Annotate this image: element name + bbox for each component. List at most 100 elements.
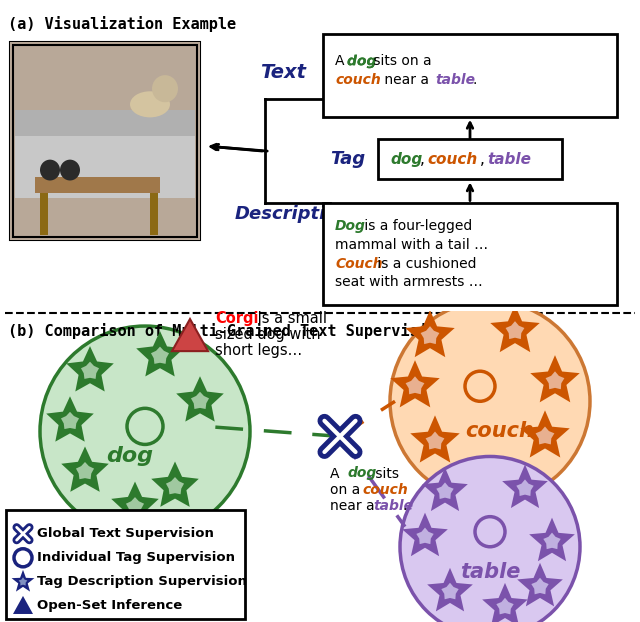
Polygon shape (166, 477, 184, 494)
FancyBboxPatch shape (378, 139, 562, 180)
Polygon shape (76, 462, 94, 479)
Polygon shape (405, 310, 455, 357)
Polygon shape (482, 583, 528, 622)
Circle shape (14, 549, 32, 567)
Polygon shape (61, 412, 79, 429)
Text: Text: Text (260, 63, 306, 82)
Polygon shape (422, 468, 468, 511)
Text: (b) Comparison of Multi-Grained Text Supervision: (b) Comparison of Multi-Grained Text Sup… (8, 323, 446, 339)
Text: sits on a: sits on a (369, 54, 431, 68)
Polygon shape (410, 415, 460, 463)
Text: is a four-legged: is a four-legged (360, 219, 472, 233)
Polygon shape (417, 527, 434, 544)
Bar (35, 177, 160, 193)
Circle shape (390, 301, 590, 501)
Polygon shape (420, 326, 440, 344)
Text: table: table (487, 152, 531, 167)
Polygon shape (436, 483, 454, 499)
Circle shape (465, 371, 495, 401)
Polygon shape (61, 447, 109, 492)
Text: Couch: Couch (335, 257, 383, 271)
Text: couch: couch (465, 421, 534, 442)
Polygon shape (406, 376, 424, 394)
Circle shape (40, 160, 60, 180)
FancyBboxPatch shape (323, 203, 617, 305)
Polygon shape (497, 598, 514, 615)
Circle shape (400, 457, 580, 622)
Polygon shape (111, 481, 159, 527)
Text: Dog: Dog (335, 219, 366, 233)
Text: A: A (335, 54, 349, 68)
Text: near a: near a (380, 73, 433, 87)
Polygon shape (12, 570, 35, 592)
Circle shape (60, 160, 80, 180)
Bar (40, 188, 48, 234)
Polygon shape (517, 563, 563, 606)
Polygon shape (427, 568, 473, 611)
FancyBboxPatch shape (10, 42, 200, 240)
Text: Corgi: Corgi (215, 311, 259, 326)
Text: Tag: Tag (330, 149, 365, 167)
Circle shape (40, 326, 250, 537)
Text: mammal with a tail …: mammal with a tail … (335, 238, 488, 252)
Text: ,: , (480, 152, 485, 167)
Text: short legs…: short legs… (215, 343, 302, 358)
Bar (15, 125, 195, 198)
Polygon shape (46, 396, 94, 442)
Polygon shape (520, 411, 570, 458)
Text: sits: sits (371, 466, 399, 481)
Text: Description: Description (235, 205, 351, 223)
Polygon shape (490, 305, 540, 352)
Text: on a: on a (330, 483, 365, 496)
Polygon shape (543, 532, 561, 549)
Text: table: table (373, 499, 413, 513)
Polygon shape (506, 321, 524, 339)
Text: couch: couch (362, 483, 408, 496)
Circle shape (127, 408, 163, 445)
Bar (15, 109, 195, 136)
Text: table: table (460, 562, 520, 582)
Polygon shape (536, 427, 554, 445)
FancyBboxPatch shape (6, 509, 245, 619)
Polygon shape (442, 583, 459, 600)
Text: is a cushioned: is a cushioned (373, 257, 477, 271)
Text: ,: , (420, 152, 425, 167)
Polygon shape (136, 331, 184, 376)
Polygon shape (390, 360, 440, 407)
Circle shape (152, 75, 178, 102)
Text: A: A (330, 466, 344, 481)
Text: .: . (473, 73, 477, 87)
Polygon shape (546, 371, 564, 389)
Text: Open-Set Inference: Open-Set Inference (37, 600, 182, 613)
Polygon shape (531, 355, 580, 402)
Text: Individual Tag Supervision: Individual Tag Supervision (37, 551, 235, 564)
Text: dog: dog (106, 447, 154, 466)
Text: seat with armrests …: seat with armrests … (335, 276, 483, 289)
Polygon shape (402, 513, 448, 556)
Text: dog: dog (347, 54, 376, 68)
Text: sized dog with: sized dog with (215, 327, 321, 342)
Polygon shape (151, 346, 169, 364)
Polygon shape (19, 577, 28, 585)
Text: dog: dog (348, 466, 377, 481)
Polygon shape (516, 480, 534, 496)
Ellipse shape (130, 91, 170, 118)
Polygon shape (191, 392, 209, 409)
Text: is a small: is a small (253, 311, 327, 326)
Text: Tag Description Supervision: Tag Description Supervision (37, 575, 247, 588)
Bar (10, 42, 200, 240)
Polygon shape (66, 346, 114, 391)
Polygon shape (151, 462, 199, 507)
Polygon shape (502, 465, 548, 508)
Circle shape (475, 517, 505, 547)
Text: (a) Visualization Example: (a) Visualization Example (8, 16, 236, 32)
Text: Global Text Supervision: Global Text Supervision (37, 527, 214, 541)
FancyBboxPatch shape (323, 34, 617, 117)
Text: couch: couch (427, 152, 477, 167)
Polygon shape (426, 432, 444, 450)
Text: near a: near a (330, 499, 379, 513)
Bar (150, 188, 158, 234)
Polygon shape (126, 497, 144, 514)
Polygon shape (529, 518, 575, 561)
Text: table: table (435, 73, 475, 87)
